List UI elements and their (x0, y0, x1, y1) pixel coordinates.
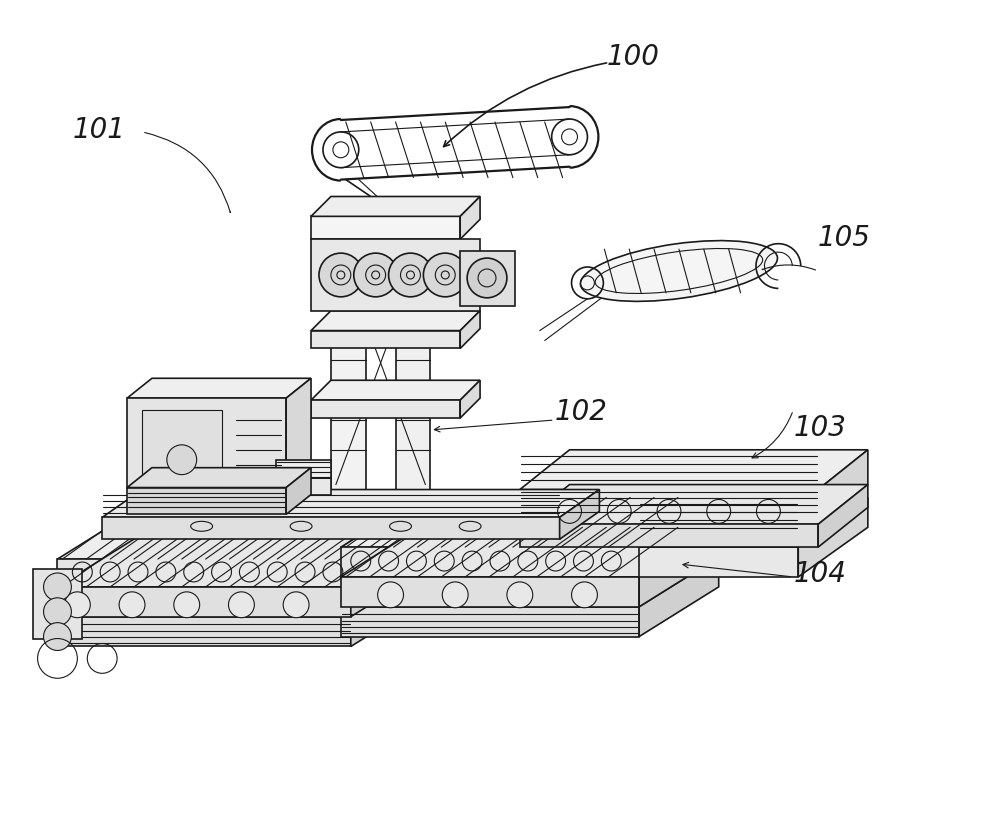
Text: 101: 101 (73, 116, 126, 144)
Polygon shape (127, 487, 286, 514)
Circle shape (378, 582, 404, 608)
Circle shape (423, 253, 467, 297)
Polygon shape (276, 459, 331, 478)
FancyArrowPatch shape (762, 265, 815, 270)
Polygon shape (461, 381, 480, 418)
Polygon shape (396, 217, 430, 490)
Circle shape (167, 445, 196, 475)
Polygon shape (519, 449, 868, 490)
Polygon shape (58, 617, 351, 647)
Polygon shape (311, 381, 480, 400)
Text: 103: 103 (793, 414, 846, 443)
Polygon shape (461, 251, 515, 306)
Polygon shape (818, 449, 868, 524)
Polygon shape (519, 524, 818, 547)
FancyArrowPatch shape (144, 133, 231, 213)
Polygon shape (798, 497, 868, 577)
Polygon shape (639, 557, 719, 637)
Circle shape (389, 253, 432, 297)
Circle shape (507, 582, 533, 608)
Circle shape (442, 582, 468, 608)
Circle shape (119, 592, 145, 617)
Circle shape (319, 253, 362, 297)
Polygon shape (341, 577, 639, 606)
Polygon shape (341, 528, 719, 577)
Polygon shape (58, 509, 430, 559)
Circle shape (467, 258, 507, 298)
Text: 105: 105 (818, 224, 871, 252)
Bar (142, 410, 222, 475)
Polygon shape (560, 490, 599, 539)
Polygon shape (351, 567, 430, 647)
Circle shape (65, 592, 90, 617)
Polygon shape (461, 311, 480, 349)
Polygon shape (102, 517, 560, 539)
Polygon shape (276, 478, 331, 495)
Polygon shape (341, 557, 719, 606)
Polygon shape (639, 528, 719, 606)
Circle shape (174, 592, 199, 617)
Polygon shape (127, 398, 286, 487)
Text: 100: 100 (606, 43, 659, 71)
Text: 102: 102 (555, 397, 607, 426)
Polygon shape (58, 567, 430, 617)
Polygon shape (311, 217, 461, 239)
Polygon shape (311, 331, 461, 349)
Polygon shape (341, 497, 719, 547)
Polygon shape (311, 239, 480, 311)
Polygon shape (32, 569, 82, 638)
Text: 104: 104 (793, 560, 846, 588)
Polygon shape (286, 378, 311, 487)
Circle shape (283, 592, 309, 617)
Polygon shape (639, 497, 868, 547)
Polygon shape (286, 468, 311, 514)
Polygon shape (351, 509, 430, 587)
Polygon shape (519, 490, 818, 524)
Polygon shape (311, 197, 480, 217)
Polygon shape (311, 400, 461, 418)
Polygon shape (351, 538, 430, 617)
Polygon shape (127, 468, 311, 487)
Polygon shape (311, 311, 480, 331)
Polygon shape (102, 490, 599, 517)
Polygon shape (127, 378, 311, 398)
Polygon shape (58, 559, 351, 587)
Ellipse shape (580, 240, 778, 302)
Polygon shape (519, 485, 868, 524)
Circle shape (229, 592, 254, 617)
Circle shape (572, 582, 597, 608)
Circle shape (43, 622, 72, 650)
Polygon shape (331, 217, 365, 490)
Polygon shape (818, 485, 868, 547)
Circle shape (43, 573, 72, 601)
Polygon shape (461, 197, 480, 239)
Polygon shape (639, 497, 719, 577)
Circle shape (354, 253, 398, 297)
Circle shape (43, 598, 72, 626)
Polygon shape (341, 606, 639, 637)
Polygon shape (58, 587, 351, 617)
Polygon shape (639, 547, 798, 577)
Polygon shape (341, 547, 639, 577)
Polygon shape (58, 538, 430, 587)
